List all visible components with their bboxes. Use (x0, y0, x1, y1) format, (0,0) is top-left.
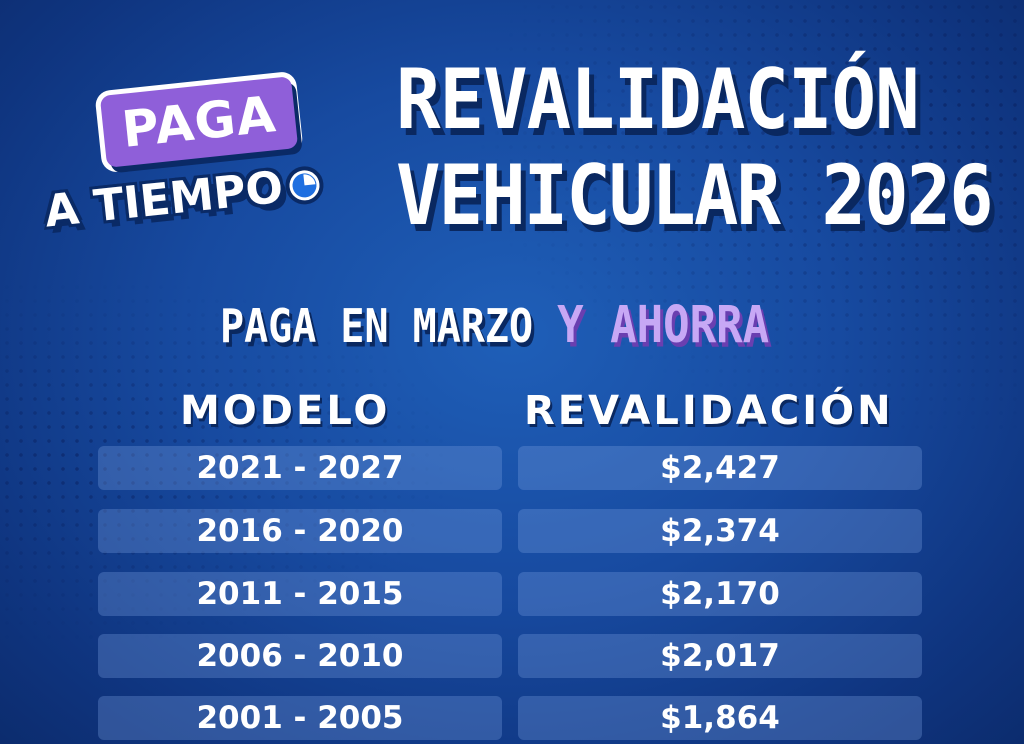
table-cell-modelo: 2001 - 2005 (98, 696, 502, 740)
table-cell-modelo: 2021 - 2027 (98, 446, 502, 490)
table-cell-modelo: 2006 - 2010 (98, 634, 502, 678)
page-title-line2: VEHICULAR 2026 (396, 148, 994, 245)
subtitle-part1: PAGA EN MARZO (220, 300, 534, 354)
column-header-modelo: MODELO (180, 388, 391, 434)
subtitle: PAGA EN MARZO Y AHORRA (220, 296, 769, 355)
table-cell-revalidacion: $2,017 (518, 634, 922, 678)
a-tiempo-badge: A TIEMPO (41, 145, 347, 248)
clock-icon (283, 163, 327, 207)
badge-line1: PAGA (119, 85, 279, 159)
table-cell-modelo: 2011 - 2015 (98, 572, 502, 616)
table-cell-revalidacion: $2,374 (518, 509, 922, 553)
column-header-revalidacion: REVALIDACIÓN (524, 388, 894, 434)
table-cell-revalidacion: $1,864 (518, 696, 922, 740)
table-cell-modelo: 2016 - 2020 (98, 509, 502, 553)
page-title-line1: REVALIDACIÓN (396, 52, 920, 149)
table-cell-revalidacion: $2,170 (518, 572, 922, 616)
subtitle-part2: Y AHORRA (557, 296, 770, 355)
badge-line2: A TIEMPO (42, 161, 286, 238)
table-cell-revalidacion: $2,427 (518, 446, 922, 490)
